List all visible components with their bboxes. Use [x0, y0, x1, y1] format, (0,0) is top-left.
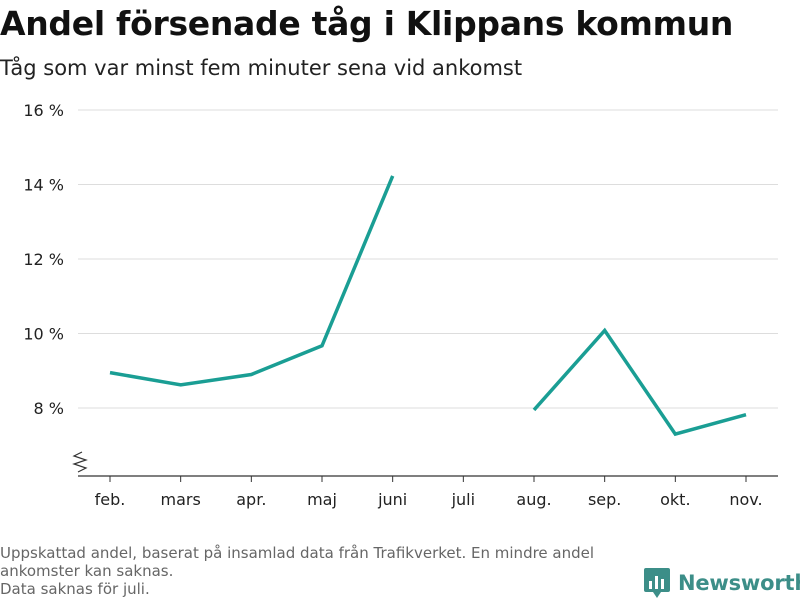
x-tick-label: feb. [95, 490, 126, 509]
series-line [532, 327, 747, 437]
x-tick-label: okt. [660, 490, 690, 509]
x-tick-label: mars [161, 490, 201, 509]
y-tick-label: 12 % [23, 250, 64, 269]
x-tick-label: apr. [236, 490, 266, 509]
x-tick-label: sep. [588, 490, 621, 509]
y-axis-labels: 8 % 10 % 12 % 14 % 16 % [23, 101, 64, 418]
x-tick-label: juli [451, 490, 475, 509]
footnote-line: Data saknas för juli. [0, 580, 150, 598]
brand-logo: Newsworthy [644, 568, 800, 598]
series-lines [109, 175, 747, 437]
x-axis [72, 451, 778, 482]
bar-chart-logo-icon [644, 568, 670, 598]
brand-name: Newsworthy [678, 571, 800, 595]
x-tick-label: juni [377, 490, 407, 509]
axis-break-icon [72, 451, 88, 473]
y-tick-label: 16 % [23, 101, 64, 120]
gridlines [78, 109, 778, 409]
y-tick-label: 8 % [34, 399, 64, 418]
y-tick-label: 14 % [23, 176, 64, 195]
line-chart: 8 % 10 % 12 % 14 % 16 % feb. mars apr. maj juni j… [23, 101, 778, 509]
series-line [109, 175, 395, 387]
chart-title: Andel försenade tåg i Klippans kommun [0, 4, 734, 43]
x-tick-label: aug. [516, 490, 551, 509]
x-tick-label: nov. [729, 490, 762, 509]
x-axis-labels: feb. mars apr. maj juni juli aug. sep. okt. nov. [95, 490, 763, 509]
y-tick-label: 10 % [23, 325, 64, 344]
footnote-line: Uppskattad andel, baserat på insamlad da… [0, 544, 595, 562]
chart-subtitle: Tåg som var minst fem minuter sena vid a… [0, 56, 523, 80]
footnote: Uppskattad andel, baserat på insamlad da… [0, 544, 640, 598]
footnote-line: ankomster kan saknas. [0, 562, 174, 580]
x-tick-label: maj [307, 490, 337, 509]
